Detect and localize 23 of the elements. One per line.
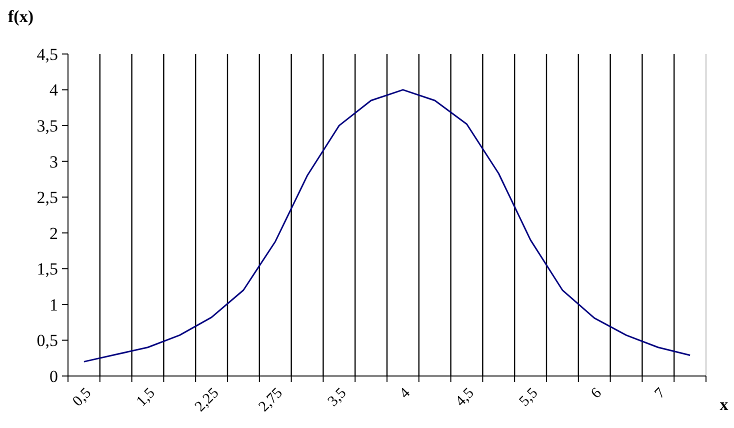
- y-tick-label: 2,5: [36, 188, 58, 208]
- x-tick-label: 0,5: [70, 385, 94, 410]
- x-tick-label: 4,5: [452, 385, 478, 410]
- y-axis-title: f(x): [8, 7, 34, 26]
- y-tick-label: 3: [50, 152, 58, 172]
- y-tick-label: 1: [50, 295, 58, 314]
- y-tick-label: 1,5: [36, 260, 58, 279]
- x-tick-label: 2,25: [192, 385, 222, 416]
- y-tick-label: 2: [50, 224, 58, 243]
- line-series: [83, 89, 691, 362]
- x-tick-label: 1,5: [134, 385, 158, 410]
- y-tick-label: 4,5: [36, 44, 58, 64]
- x-tick-label: 6: [588, 384, 606, 402]
- x-tick-label: 7: [652, 384, 670, 402]
- y-tick-label: 3,5: [36, 116, 58, 136]
- x-tick-label: 2,75: [256, 385, 286, 416]
- x-tick-label: 3,5: [325, 385, 350, 410]
- x-axis-title: x: [720, 395, 729, 414]
- x-tick-label: 5,5: [516, 385, 542, 410]
- x-tick-label: 4: [396, 384, 414, 402]
- y-tick-label: 4: [50, 80, 58, 100]
- y-tick-label: 0: [50, 366, 58, 386]
- y-tick-label: 0,5: [36, 331, 58, 350]
